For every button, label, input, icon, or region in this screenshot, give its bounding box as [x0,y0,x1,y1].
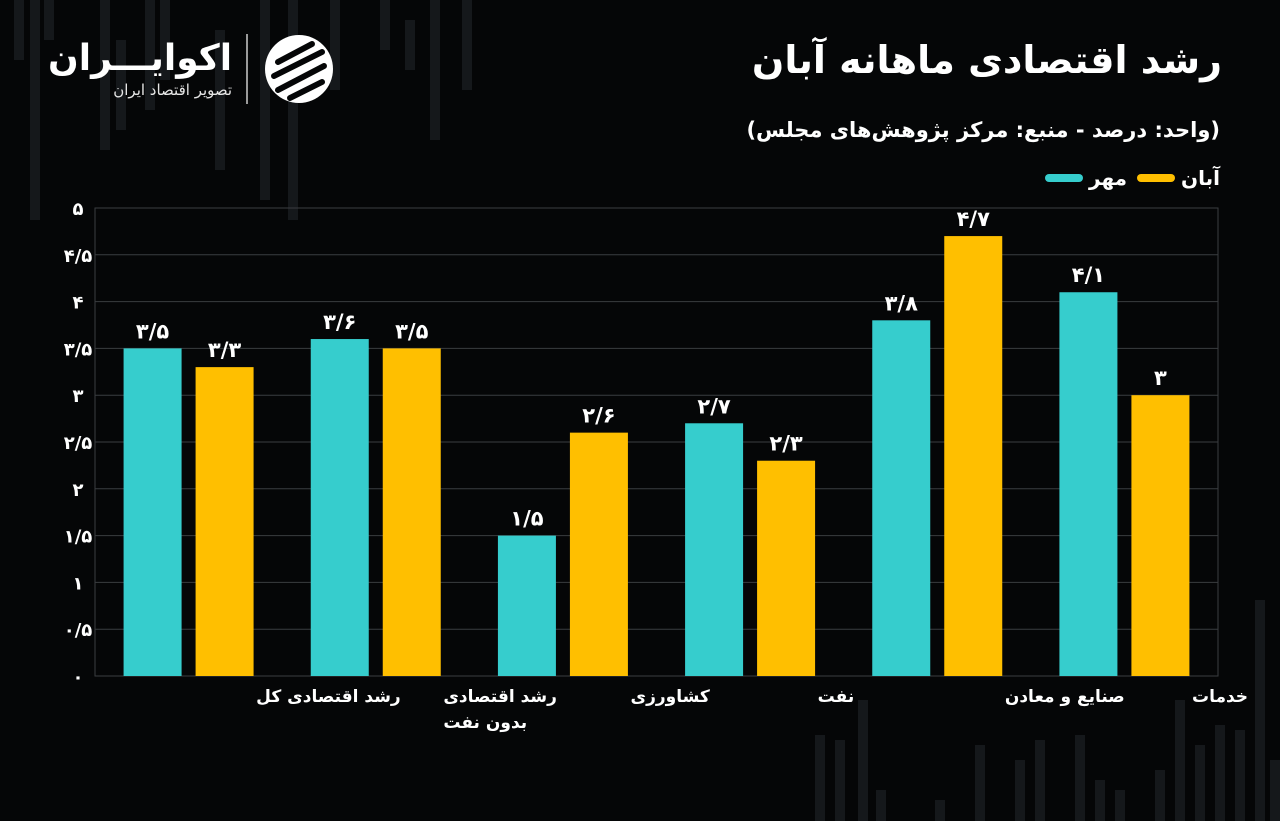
data-label: ۳/۳ [208,338,241,362]
y-tick-label: ۴ [73,293,84,314]
bar-aban [757,460,816,676]
x-category-label: صنایع و معادن [1005,687,1125,707]
bar-mehr [872,320,931,676]
background-candle [1075,735,1085,821]
bar-mehr [310,339,369,676]
legend: مهر آبان [1045,166,1220,190]
chart-title: رشد اقتصادی ماهانه آبان [751,38,1222,82]
background-candle [330,0,340,90]
y-tick-label: ۰/۵ [64,620,93,641]
background-candle [1115,790,1125,821]
brand-name: اکوایـــران [48,38,233,80]
bar-mehr [497,535,556,676]
bar-mehr [685,423,744,676]
background-candle [462,0,472,90]
y-tick-label: ۱ [73,573,84,594]
background-candle [835,740,845,821]
data-label: ۳/۸ [885,291,918,315]
background-candle [1195,745,1205,821]
data-label: ۱/۵ [510,507,543,531]
data-label: ۲/۳ [769,432,802,456]
chart-subtitle: (واحد: درصد - منبع: مرکز پژوهش‌های مجلس) [746,118,1220,142]
y-tick-label: ۳ [73,386,84,407]
bar-aban [195,367,254,676]
bar-aban [569,432,628,676]
background-candle [1095,780,1105,821]
data-label: ۴/۷ [957,207,990,231]
background-candle [215,30,225,170]
y-tick-label: ۲/۵ [64,433,93,454]
y-tick-label: ۵ [73,199,84,220]
data-label: ۴/۱ [1072,263,1105,287]
y-tick-label: ۱/۵ [64,527,93,548]
data-label: ۳/۶ [323,310,356,334]
bar-aban [944,236,1003,676]
data-label: ۲/۶ [582,404,615,428]
legend-item-aban: آبان [1137,166,1220,190]
background-candle [14,0,24,60]
background-candle [1255,600,1265,821]
y-tick-label: ۳/۵ [64,339,93,360]
legend-item-mehr: مهر [1045,166,1127,190]
background-candle [145,0,155,110]
background-candle [30,0,40,220]
x-category-label: کشاورزی [631,687,710,707]
x-category-label: رشد اقتصادی [443,687,557,707]
data-label: ۳/۵ [395,319,428,343]
x-category-label: رشد اقتصادی کل [256,687,401,707]
background-candle [100,0,110,150]
background-candle [405,20,415,70]
legend-swatch-mehr [1045,174,1084,182]
brand-divider [246,34,249,104]
y-tick-label: ۰ [73,667,84,688]
y-tick-label: ۲ [73,480,84,501]
background-candle [1035,740,1045,821]
bar-mehr [1059,292,1118,676]
background-candle [288,0,298,220]
ecoiran-logo-icon [265,35,334,103]
background-candle [876,790,886,821]
background-candle [260,0,270,200]
background-candle [1270,760,1280,821]
background-candle [1215,725,1225,821]
data-label: ۳/۵ [136,319,169,343]
legend-label-mehr: مهر [1089,166,1128,190]
x-category-label: بدون نفت [443,713,527,733]
x-category-label: خدمات [1192,687,1248,707]
background-candle [1235,730,1245,821]
background-candle [160,0,170,80]
background-candle [44,0,54,40]
y-tick-label: ۴/۵ [64,246,93,267]
background-candle [1175,700,1185,821]
bar-aban [1131,395,1190,676]
data-label: ۲/۷ [697,394,730,418]
background-candle [116,40,126,130]
background-candle [1015,760,1025,821]
x-category-label: نفت [818,687,855,707]
background-candle [430,0,440,140]
background-candle [1155,770,1165,821]
legend-label-aban: آبان [1181,166,1220,190]
background-candle [380,0,390,50]
background-candle [858,700,868,821]
background-candle [975,745,985,821]
brand-text: اکوایـــران تصویر اقتصاد ایران [48,39,232,99]
data-label: ۳ [1154,366,1167,390]
bar-aban [382,348,441,676]
brand-tagline: تصویر اقتصاد ایران [113,80,233,99]
bar-mehr [123,348,182,676]
background-candle [935,800,945,821]
legend-swatch-aban [1137,174,1176,182]
background-candle [815,735,825,821]
brand-logo: اکوایـــران تصویر اقتصاد ایران [48,32,336,106]
